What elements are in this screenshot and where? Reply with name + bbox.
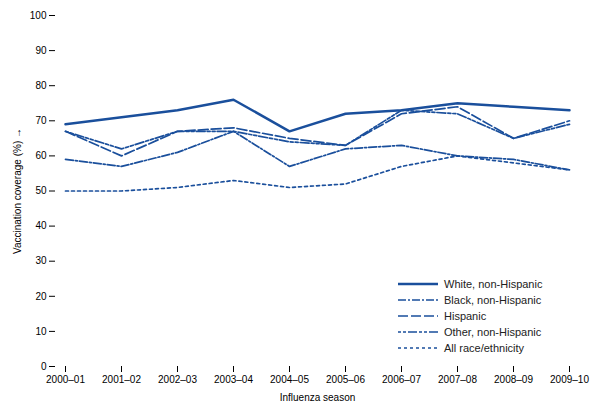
svg-text:0: 0 [41, 361, 47, 372]
svg-text:30: 30 [35, 255, 47, 266]
svg-text:70: 70 [35, 115, 47, 126]
svg-text:Vaccination coverage (%) →: Vaccination coverage (%) → [12, 128, 23, 254]
svg-text:100: 100 [30, 10, 47, 21]
svg-text:2005–06: 2005–06 [326, 374, 365, 385]
svg-text:2006–07: 2006–07 [382, 374, 421, 385]
svg-text:60: 60 [35, 150, 47, 161]
svg-text:Other, non-Hispanic: Other, non-Hispanic [444, 326, 542, 338]
svg-text:40: 40 [35, 220, 47, 231]
svg-text:Hispanic: Hispanic [444, 310, 487, 322]
svg-text:2003–04: 2003–04 [214, 374, 253, 385]
svg-text:2007–08: 2007–08 [438, 374, 477, 385]
svg-text:2004–05: 2004–05 [270, 374, 309, 385]
svg-text:80: 80 [35, 80, 47, 91]
svg-text:2002–03: 2002–03 [158, 374, 197, 385]
svg-text:10: 10 [35, 326, 47, 337]
svg-text:All race/ethnicity: All race/ethnicity [444, 342, 525, 354]
svg-text:2000–01: 2000–01 [46, 374, 85, 385]
svg-text:20: 20 [35, 291, 47, 302]
svg-text:90: 90 [35, 45, 47, 56]
svg-text:Influenza season: Influenza season [280, 392, 356, 403]
svg-text:50: 50 [35, 185, 47, 196]
svg-text:2009–10: 2009–10 [550, 374, 589, 385]
svg-text:Black, non-Hispanic: Black, non-Hispanic [444, 294, 542, 306]
svg-text:2008–09: 2008–09 [494, 374, 533, 385]
svg-text:2001–02: 2001–02 [102, 374, 141, 385]
svg-text:White, non-Hispanic: White, non-Hispanic [444, 278, 543, 290]
